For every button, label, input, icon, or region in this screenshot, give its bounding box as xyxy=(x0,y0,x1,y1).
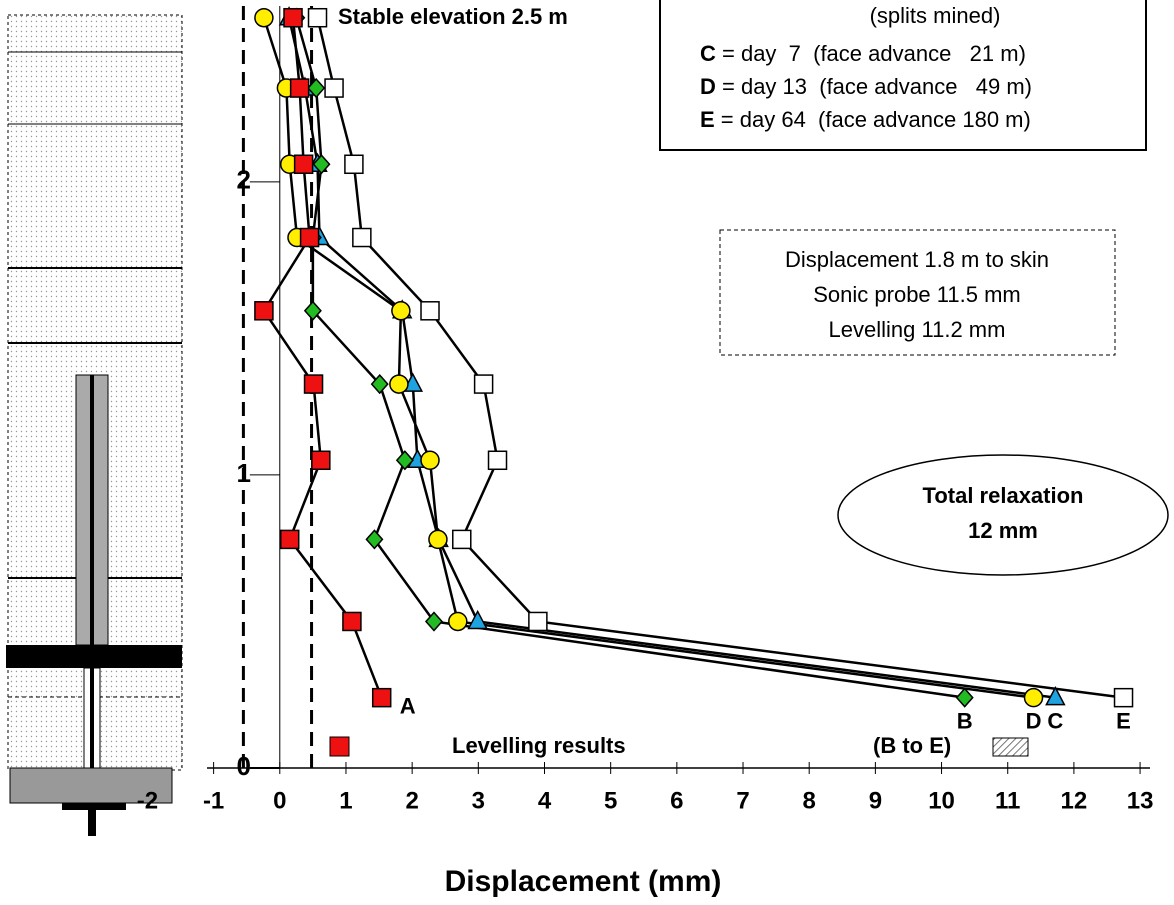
marker-circle xyxy=(254,7,274,28)
legend: C = day 7 (face advance 21 m)D = day 13 … xyxy=(700,41,1032,132)
marker-circle xyxy=(420,450,440,471)
x-tick-label: 12 xyxy=(1061,787,1088,814)
ellipse-line: Total relaxation xyxy=(923,483,1084,508)
marker-diamond xyxy=(312,154,331,175)
marker-diamond xyxy=(303,300,322,321)
marker-circle xyxy=(391,301,411,321)
levelling-label: Levelling results xyxy=(452,733,626,758)
levelling-swatch xyxy=(329,736,350,757)
b-to-e-label: (B to E) xyxy=(873,733,951,758)
marker-square xyxy=(344,154,364,175)
info-line: Levelling 11.2 mm xyxy=(829,317,1006,342)
x-tick-label: 2 xyxy=(405,787,418,814)
marker-square xyxy=(324,78,344,98)
marker-diamond xyxy=(307,77,326,99)
info-line: Sonic probe 11.5 mm xyxy=(813,282,1020,307)
x-tick-label: 0 xyxy=(273,787,286,814)
legend-entry: C = day 7 (face advance 21 m) xyxy=(700,41,1026,66)
y-tick-label: 2 xyxy=(237,165,251,195)
marker-circle xyxy=(428,529,448,550)
marker-circle xyxy=(1023,687,1044,708)
legend-letter: C xyxy=(700,41,716,66)
marker-triangle xyxy=(467,609,488,630)
legend-entry: E = day 64 (face advance 180 m) xyxy=(700,107,1031,132)
x-tick-label: 3 xyxy=(472,787,485,814)
marker-square xyxy=(528,611,548,632)
legend-title: (splits mined) xyxy=(870,3,1001,28)
x-tick-label: 9 xyxy=(869,787,882,814)
series-label: E xyxy=(1116,708,1131,733)
series-line xyxy=(295,17,965,699)
stable-note: Stable elevation 2.5 m xyxy=(338,4,568,29)
x-tick-label: 10 xyxy=(928,787,955,814)
marker-diamond xyxy=(955,687,974,708)
x-tick-label: 8 xyxy=(803,787,816,814)
marker-triangle xyxy=(1045,686,1066,706)
x-tick-label: -1 xyxy=(203,787,224,814)
x-tick-label: 4 xyxy=(538,787,552,814)
series-label: C xyxy=(1047,708,1063,733)
x-tick-label: 5 xyxy=(604,787,617,814)
series-line xyxy=(262,17,383,699)
series-line xyxy=(316,17,1124,699)
legend-letter: D xyxy=(700,74,716,99)
marker-circle xyxy=(448,611,468,632)
marker-square xyxy=(311,450,331,471)
x-tick-label: 7 xyxy=(736,787,749,814)
marker-square xyxy=(307,7,328,28)
marker-square xyxy=(342,611,362,632)
marker-square xyxy=(1113,687,1134,708)
series-line xyxy=(262,17,1034,699)
series-label: D xyxy=(1026,708,1042,733)
info-line: Displacement 1.8 m to skin xyxy=(785,247,1049,272)
x-tick-label: -2 xyxy=(137,787,158,814)
marker-square xyxy=(420,301,440,321)
marker-square xyxy=(371,687,392,708)
series-label: A xyxy=(400,693,416,718)
hatch-swatch xyxy=(992,737,1029,757)
x-tick-label: 13 xyxy=(1127,787,1154,814)
ellipse xyxy=(837,454,1169,576)
marker-square xyxy=(283,7,303,28)
info: Displacement 1.8 m to skin Sonic probe 11… xyxy=(785,247,1049,342)
info-box xyxy=(719,229,1116,356)
marker-square xyxy=(299,227,320,248)
borehole-log xyxy=(6,14,183,836)
legend-letter: E xyxy=(700,107,715,132)
ellipse-line: 12 mm xyxy=(968,518,1038,543)
marker-square xyxy=(289,78,310,98)
ellipse-text: Total relaxation 12 mm xyxy=(923,483,1084,543)
legend-text: = day 7 (face advance 21 m) xyxy=(716,41,1026,66)
marker-square xyxy=(279,529,300,550)
marker-diamond xyxy=(395,450,414,471)
marker-square xyxy=(303,374,324,394)
legend-box xyxy=(659,0,1147,151)
marker-square xyxy=(473,374,494,394)
marker-diamond xyxy=(365,529,384,550)
marker-circle xyxy=(389,374,409,394)
legend-entry: D = day 13 (face advance 49 m) xyxy=(700,74,1032,99)
x-tick-label: 1 xyxy=(339,787,352,814)
marker-square xyxy=(293,154,314,175)
series-line xyxy=(287,17,1056,699)
x-axis-title: Displacement (mm) xyxy=(445,865,722,898)
legend-text: = day 64 (face advance 180 m) xyxy=(715,107,1031,132)
x-tick-label: 6 xyxy=(670,787,683,814)
x-tick-label: 11 xyxy=(995,787,1020,814)
plot: -2-1012345678910111213012ECDBA xyxy=(137,6,1154,814)
marker-square xyxy=(352,227,372,248)
marker-square xyxy=(254,301,274,321)
legend-text: = day 13 (face advance 49 m) xyxy=(716,74,1032,99)
marker-diamond xyxy=(370,373,389,395)
marker-diamond xyxy=(424,611,443,632)
marker-square xyxy=(487,450,508,471)
marker-square xyxy=(452,529,472,550)
series-label: B xyxy=(957,708,973,733)
